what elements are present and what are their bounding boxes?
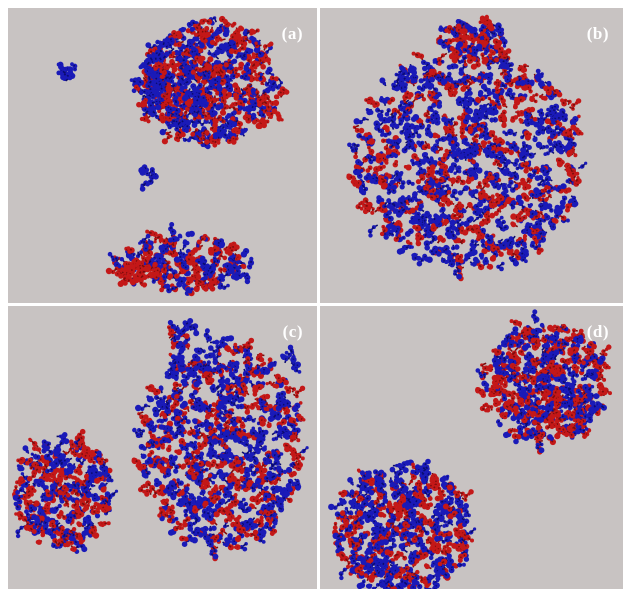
cluster-left — [12, 428, 119, 554]
panel-a-render — [56, 15, 290, 297]
cluster-single-large — [346, 38, 588, 282]
cluster-lower — [328, 458, 477, 589]
molecule-fragment — [176, 318, 200, 337]
panel-b-label: (b) — [587, 24, 609, 44]
molecule-fragment — [56, 61, 78, 82]
panel-c-render — [12, 318, 309, 562]
cluster-lower — [107, 222, 255, 297]
cluster-large-blue-edge — [129, 37, 213, 133]
panel-a: (a) — [8, 8, 317, 303]
panel-b: (b) — [320, 8, 623, 303]
panel-c: (c) — [8, 306, 317, 589]
cluster-upper — [475, 309, 612, 455]
cluster-small-red — [105, 255, 163, 288]
molecule-fragment — [138, 164, 159, 192]
panel-d: (d) — [320, 306, 623, 589]
molecule-fragment — [280, 344, 302, 374]
panel-a-label: (a) — [282, 24, 303, 44]
molecule-fragment — [167, 319, 191, 357]
cluster-right — [131, 328, 309, 562]
panel-d-label: (d) — [587, 322, 609, 342]
panel-d-render — [328, 309, 612, 589]
panel-c-label: (c) — [283, 322, 303, 342]
panel-b-render — [346, 14, 588, 282]
cluster-top — [436, 14, 508, 70]
